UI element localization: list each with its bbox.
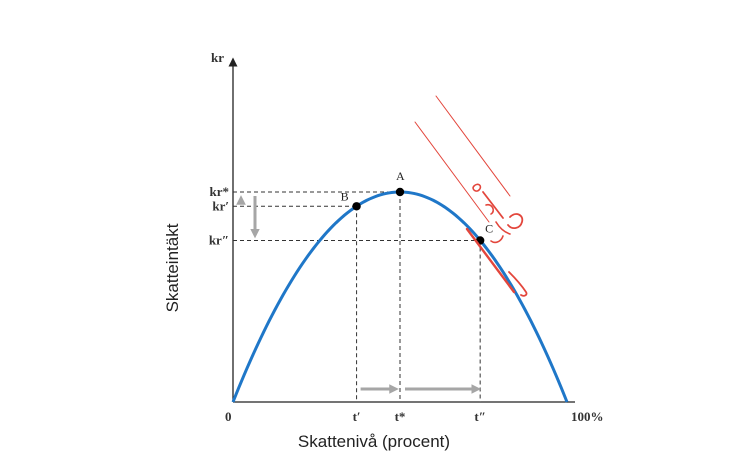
origin-label: 0 (225, 409, 232, 424)
x-axis-title: Skattenivå (procent) (298, 432, 450, 451)
x-tick-labels: t′ t* t″ (353, 409, 486, 424)
y-tick-label: kr′ (212, 198, 229, 213)
y-tick-label: kr″ (209, 233, 229, 248)
point-a (395, 187, 405, 197)
point-label-c: C (485, 222, 493, 236)
point-label-a: A (396, 169, 405, 183)
y-unit-label: kr (211, 50, 224, 65)
handwritten-annotation (414, 95, 528, 297)
curve-points: A B C (341, 169, 493, 245)
x-tick-label: t* (395, 409, 406, 424)
shift-arrows (236, 195, 482, 394)
x-tick-label: t′ (353, 409, 361, 424)
guide-lines (233, 191, 481, 402)
y-tick-label: kr* (210, 184, 230, 199)
point-b (352, 202, 361, 211)
x-tick-label: t″ (474, 409, 486, 424)
x-end-label: 100% (571, 409, 604, 424)
point-label-b: B (341, 189, 349, 203)
y-axis-title: Skatteintäkt (163, 223, 182, 312)
y-tick-labels: kr*kr′ kr″ (209, 184, 229, 248)
